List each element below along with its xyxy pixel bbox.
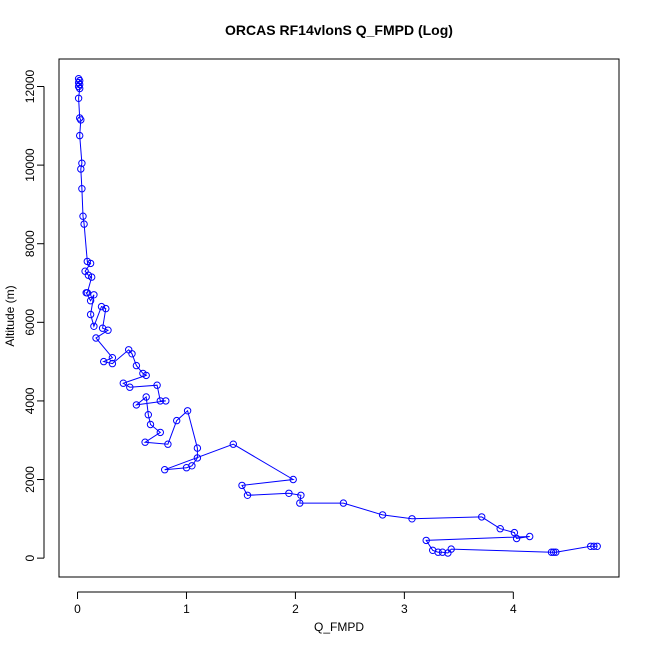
data-point	[90, 291, 98, 299]
data-point	[100, 357, 108, 366]
data-point	[590, 542, 598, 550]
x-tick-label: 0	[74, 602, 81, 616]
data-point	[88, 273, 96, 281]
y-axis-label: Altitude (m)	[3, 285, 17, 346]
data-point	[552, 548, 560, 556]
data-point	[108, 359, 117, 368]
data-point	[285, 489, 293, 497]
data-point	[339, 499, 348, 507]
x-tick-label: 1	[183, 602, 190, 616]
data-point	[438, 548, 447, 556]
x-tick-label: 4	[510, 602, 517, 616]
data-point	[132, 361, 141, 370]
data-point	[378, 511, 387, 519]
data-point	[156, 397, 165, 405]
chart-title: ORCAS RF14vlonS Q_FMPD (Log)	[225, 22, 453, 38]
data-point	[422, 536, 430, 545]
data-point	[156, 428, 165, 437]
y-tick-label: 12000	[23, 70, 37, 104]
data-point	[243, 491, 252, 499]
data-point	[447, 545, 455, 553]
data-point	[86, 297, 95, 305]
data-point	[289, 475, 297, 484]
data-point	[296, 499, 304, 507]
data-point	[142, 371, 150, 380]
data-point	[90, 322, 98, 330]
y-tick-label: 6000	[23, 309, 37, 336]
data-point	[76, 84, 84, 93]
x-tick-label: 3	[401, 602, 408, 616]
y-tick-label: 0	[23, 554, 37, 561]
data-point	[86, 259, 95, 268]
y-tick-label: 4000	[23, 387, 37, 414]
data-point	[82, 289, 90, 297]
data-point	[183, 407, 192, 415]
data-point	[162, 397, 170, 405]
data-point	[92, 334, 100, 342]
data-point	[238, 481, 246, 490]
data-point	[144, 411, 153, 419]
data-point	[132, 401, 141, 409]
data-point	[478, 513, 486, 521]
data-point	[77, 165, 85, 173]
data-point	[102, 304, 110, 313]
data-point	[182, 464, 191, 472]
data-point	[77, 116, 85, 124]
y-tick-label: 8000	[23, 230, 37, 257]
data-point	[297, 491, 305, 499]
plot-area-frame	[58, 58, 620, 578]
data-point	[141, 438, 149, 446]
data-point	[97, 302, 106, 311]
data-point	[78, 185, 86, 193]
data-point	[496, 525, 504, 533]
data-point	[408, 515, 416, 523]
data-point	[119, 379, 128, 387]
series-line	[78, 78, 598, 554]
x-axis: 0 1 2 3 4	[74, 591, 517, 616]
data-series	[74, 75, 601, 557]
data-point	[126, 383, 134, 391]
data-point	[104, 326, 112, 334]
data-point	[153, 381, 161, 389]
y-tick-label: 10000	[23, 148, 37, 182]
data-point	[193, 454, 202, 462]
data-point	[512, 534, 521, 543]
y-tick-label: 2000	[23, 466, 37, 493]
data-point	[229, 440, 238, 448]
data-point	[193, 444, 202, 452]
x-tick-label: 2	[292, 602, 299, 616]
data-point	[547, 548, 556, 556]
data-point	[76, 131, 84, 140]
x-axis-label: Q_FMPD	[314, 620, 364, 634]
data-point	[76, 114, 84, 122]
data-point	[161, 466, 169, 474]
data-point	[173, 416, 181, 425]
data-point	[434, 548, 442, 556]
data-point	[593, 542, 601, 550]
data-point	[86, 310, 95, 319]
data-point	[142, 393, 150, 401]
data-point	[80, 220, 88, 228]
data-point	[146, 420, 155, 429]
y-axis: 0 2000 4000 6000 8000 10000 12000	[23, 70, 45, 561]
data-point	[74, 94, 83, 103]
data-point	[128, 350, 136, 358]
data-point	[526, 532, 534, 541]
data-point	[79, 212, 87, 220]
data-point	[164, 440, 172, 448]
data-point	[549, 548, 558, 556]
